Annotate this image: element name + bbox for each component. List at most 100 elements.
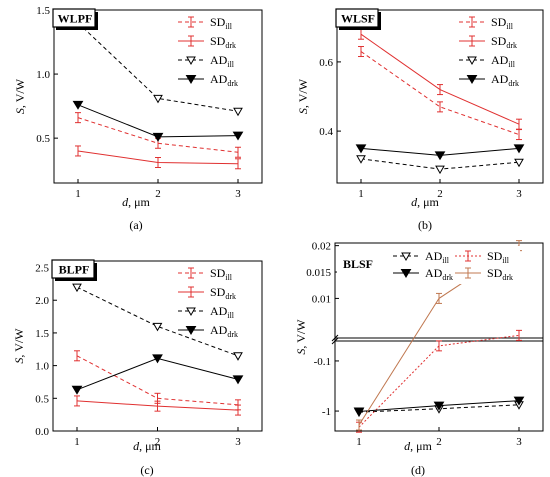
x-tick-label: 2 <box>437 188 443 200</box>
marker-triangle-open <box>186 56 196 66</box>
y-tick-label: 0.02 <box>312 241 331 253</box>
marker-triangle-filled <box>353 407 365 417</box>
x-tick-label: 1 <box>74 436 80 448</box>
y-tick-label: 0.4 <box>319 126 333 138</box>
x-tick-label: 1 <box>75 188 81 200</box>
y-tick-label: -0.1 <box>314 356 331 368</box>
panel-title-shadow <box>55 278 97 281</box>
y-tick-label: 2.5 <box>35 263 49 275</box>
x-tick-label: 3 <box>235 188 241 200</box>
y-tick-label: 1.5 <box>36 5 50 17</box>
marker-triangle-filled <box>400 269 412 278</box>
panel-wlsf: 0.4 0.6 1 2 3 SDill SDdrk ADill ADdrk WLSF S, V/W d… <box>296 8 544 232</box>
panel-wlpf: 0.5 1.0 1.5 1 2 3 SDill SDdrk ADill ADdrk WLPF S, V… <box>13 5 263 232</box>
marker-triangle-filled <box>355 144 367 154</box>
marker-triangle-open <box>356 155 366 164</box>
x-axis-label: d, μm <box>404 439 432 453</box>
y-tick-label: -1 <box>322 406 331 418</box>
y-tick-label: 0.015 <box>306 267 331 279</box>
panel-caption: (b) <box>418 218 432 232</box>
x-axis-label: d, μm <box>411 195 439 209</box>
y-tick-label: 0.6 <box>319 57 333 69</box>
marker-triangle-open <box>233 352 243 361</box>
x-axis-label: d, μm <box>133 439 161 453</box>
legend-label-3: ADdrk <box>210 323 238 339</box>
marker-triangle-open <box>72 283 82 293</box>
y-tick-label: 0.0 <box>35 426 49 438</box>
series-sd-drk <box>358 28 522 130</box>
legend-label-1: SDdrk <box>210 285 236 301</box>
marker-triangle-open <box>401 252 411 262</box>
marker-triangle-filled <box>433 401 445 411</box>
legend-label-1: SDdrk <box>210 34 236 50</box>
panel-title-shadow <box>339 27 381 30</box>
marker-triangle-filled <box>434 151 446 161</box>
marker-triangle-open <box>233 107 243 117</box>
y-tick-label: 1.0 <box>36 69 50 81</box>
x-tick-label: 3 <box>235 436 241 448</box>
marker-triangle-open <box>152 322 163 332</box>
marker-triangle-open <box>514 158 524 168</box>
legend-label-0: SDill <box>491 15 514 31</box>
panel-caption: (c) <box>140 463 153 477</box>
marker-triangle-filled <box>232 375 244 385</box>
series-line <box>76 286 239 357</box>
panel-title-shadow <box>95 12 98 30</box>
legend-label-2: ADdrk <box>425 266 453 282</box>
series-sd-drk <box>75 145 241 170</box>
series-ad-drk <box>353 396 525 417</box>
legend-label-2: ADill <box>210 304 235 320</box>
series-line <box>77 22 239 112</box>
y-tick-label: 1.0 <box>35 361 49 373</box>
y-axis-label: S, V/W <box>13 78 27 114</box>
legend-label-0: ADill <box>425 249 450 265</box>
marker-triangle-filled <box>185 326 197 335</box>
marker-triangle-filled <box>513 396 525 406</box>
panel-title: WLSF <box>341 12 375 26</box>
marker-triangle-filled <box>232 131 244 141</box>
legend-label-0: SDill <box>210 266 233 282</box>
y-tick-label: 0.5 <box>36 133 50 145</box>
legend: SDill SDdrk ADill ADdrk <box>459 15 519 88</box>
x-tick-label: 1 <box>358 188 364 200</box>
legend-label-3: ADdrk <box>491 72 519 88</box>
series-sd-drk <box>74 395 241 416</box>
panel-title-shadow <box>56 27 98 30</box>
panel-blsf: -1 -0.1 0.01 0.015 0.02 1 2 3 ADill SDill ADdrk SDd… <box>294 240 544 477</box>
x-tick-label: 2 <box>155 436 161 448</box>
marker-triangle-filled <box>72 100 84 110</box>
y-tick-label: 1.5 <box>35 328 49 340</box>
x-tick-label: 2 <box>155 188 161 200</box>
marker-triangle-filled <box>466 75 478 84</box>
series-ad-ill <box>356 155 524 175</box>
legend-label-2: ADill <box>491 53 516 69</box>
y-axis-label: S, V/W <box>294 319 308 355</box>
marker-triangle-open <box>435 165 445 175</box>
marker-triangle-filled <box>513 144 525 154</box>
y-tick-label: 0.5 <box>35 393 49 405</box>
axis-break-mark <box>331 337 339 345</box>
series-sd-ill <box>356 329 522 433</box>
series-ad-ill <box>72 283 243 361</box>
series-ad-drk <box>71 354 244 395</box>
axis-break-mark <box>331 334 339 342</box>
marker-triangle-open <box>153 94 163 104</box>
series-ad-drk <box>355 144 525 161</box>
marker-triangle-filled <box>185 75 197 84</box>
legend-box <box>390 246 520 284</box>
series-line <box>77 104 239 138</box>
legend-label-3: SDdrk <box>487 266 513 282</box>
legend-label-0: SDill <box>210 15 233 31</box>
y-tick-label: 2.0 <box>35 295 49 307</box>
x-tick-label: 3 <box>516 188 522 200</box>
panel-blpf: 0.0 0.5 1.0 1.5 2.0 2.5 1 2 3 SDill SDdrk ADill ADdr… <box>12 259 263 477</box>
y-tick-label: 0.01 <box>312 293 331 305</box>
legend: ADill SDill ADdrk SDdrk <box>390 246 520 284</box>
series-ad-drk <box>72 100 244 142</box>
x-tick-label: 3 <box>516 436 522 448</box>
marker-triangle-filled <box>152 132 164 142</box>
marker-triangle-filled <box>152 354 163 364</box>
legend-label-1: SDdrk <box>491 34 517 50</box>
panel-title-box <box>337 255 379 273</box>
y-axis-label: S, V/W <box>296 78 310 114</box>
